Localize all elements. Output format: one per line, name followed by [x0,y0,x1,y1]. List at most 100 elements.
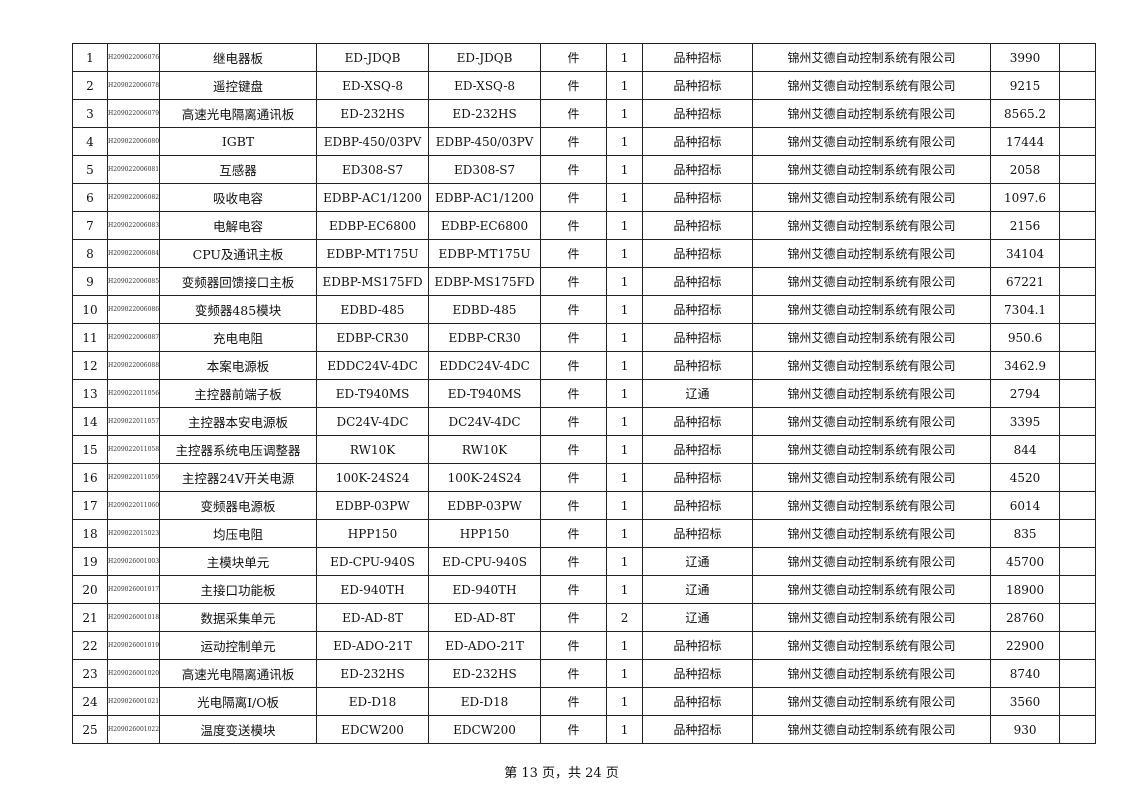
item-spec: EDBP-EC6800 [316,211,430,240]
table-row: 11 H209022006087 充电电阻 EDBP-CR30 EDBP-CR30 件 1 品… [72,323,1097,352]
supplier: 锦州艾德自动控制系统有限公司 [752,127,992,156]
item-code: H209026001021 [106,687,161,716]
table-row: 10 H209022006086 变频器485模块 EDBD-485 EDBD-485 件… [72,295,1097,324]
row-number: 2 [72,71,108,100]
item-unit: 件 [540,715,608,744]
item-price: 18900 [990,575,1061,604]
procurement-type: 品种招标 [642,463,754,492]
item-price: 9215 [990,71,1061,100]
item-quantity: 1 [606,435,644,464]
item-name: 均压电阻 [159,519,318,548]
item-quantity: 1 [606,547,644,576]
procurement-type: 品种招标 [642,267,754,296]
item-code: H209026001017 [106,575,161,604]
item-note [1059,351,1097,380]
item-note [1059,715,1097,744]
procurement-type: 品种招标 [642,323,754,352]
item-unit: 件 [540,351,608,380]
row-number: 9 [72,267,108,296]
table-row: 14 H209022011057 主控器本安电源板 DC24V-4DC DC24V-4D… [72,407,1097,436]
item-code: H209022006078 [106,71,161,100]
item-name: 运动控制单元 [159,631,318,660]
item-price: 835 [990,519,1061,548]
item-unit: 件 [540,687,608,716]
item-note [1059,211,1097,240]
item-price: 1097.6 [990,183,1061,212]
item-note [1059,631,1097,660]
item-price: 3462.9 [990,351,1061,380]
item-code: H209022011057 [106,407,161,436]
item-model: ED-CPU-940S [428,547,542,576]
item-quantity: 1 [606,659,644,688]
item-note [1059,71,1097,100]
item-unit: 件 [540,547,608,576]
item-model: ED-AD-8T [428,603,542,632]
item-unit: 件 [540,183,608,212]
item-spec: EDBP-AC1/1200 [316,183,430,212]
item-spec: EDBP-03PW [316,491,430,520]
item-price: 6014 [990,491,1061,520]
item-name: 温度变送模块 [159,715,318,744]
procurement-type: 品种招标 [642,351,754,380]
table-row: 2 H209022006078 遥控键盘 ED-XSQ-8 ED-XSQ-8 件 1 品种招标… [72,71,1097,100]
procurement-type: 品种招标 [642,71,754,100]
item-quantity: 1 [606,407,644,436]
item-quantity: 2 [606,603,644,632]
table-row: 8 H209022006084 CPU及通讯主板 EDBP-MT175U EDBP-MT… [72,239,1097,268]
table-row: 25 H209026001022 温度变送模块 EDCW200 EDCW200 件 1 品种招… [72,715,1097,744]
row-number: 1 [72,43,108,72]
item-model: ED-JDQB [428,43,542,72]
item-quantity: 1 [606,71,644,100]
procurement-type: 辽通 [642,603,754,632]
item-model: EDBP-AC1/1200 [428,183,542,212]
item-name: 变频器485模块 [159,295,318,324]
table-row: 16 H209022011059 主控器24V开关电源 100K-24S24 100K-… [72,463,1097,492]
row-number: 7 [72,211,108,240]
item-spec: EDBP-MT175U [316,239,430,268]
item-unit: 件 [540,379,608,408]
table-row: 9 H209022006085 变频器回馈接口主板 EDBP-MS175FD EDBP-… [72,267,1097,296]
item-unit: 件 [540,43,608,72]
item-model: DC24V-4DC [428,407,542,436]
item-note [1059,547,1097,576]
supplier: 锦州艾德自动控制系统有限公司 [752,239,992,268]
item-spec: ED-XSQ-8 [316,71,430,100]
item-price: 2156 [990,211,1061,240]
item-note [1059,183,1097,212]
item-note [1059,407,1097,436]
item-note [1059,603,1097,632]
item-spec: ED308-S7 [316,155,430,184]
table-row: 4 H209022006080 IGBT EDBP-450/03PV EDBP-450/… [72,127,1097,156]
item-unit: 件 [540,99,608,128]
item-spec: RW10K [316,435,430,464]
item-price: 67221 [990,267,1061,296]
item-model: EDBP-CR30 [428,323,542,352]
item-model: HPP150 [428,519,542,548]
supplier: 锦州艾德自动控制系统有限公司 [752,687,992,716]
item-model: ED-XSQ-8 [428,71,542,100]
item-quantity: 1 [606,211,644,240]
row-number: 3 [72,99,108,128]
item-unit: 件 [540,295,608,324]
item-model: ED308-S7 [428,155,542,184]
item-model: EDBP-450/03PV [428,127,542,156]
item-name: 主控器本安电源板 [159,407,318,436]
supplier: 锦州艾德自动控制系统有限公司 [752,491,992,520]
item-spec: EDBP-MS175FD [316,267,430,296]
item-model: RW10K [428,435,542,464]
item-code: H209022006086 [106,295,161,324]
item-note [1059,127,1097,156]
item-name: 主控器系统电压调整器 [159,435,318,464]
procurement-type: 品种招标 [642,127,754,156]
item-quantity: 1 [606,687,644,716]
row-number: 21 [72,603,108,632]
item-spec: ED-232HS [316,659,430,688]
supplier: 锦州艾德自动控制系统有限公司 [752,295,992,324]
procurement-type: 品种招标 [642,435,754,464]
item-note [1059,463,1097,492]
item-unit: 件 [540,407,608,436]
item-code: H209026001019 [106,631,161,660]
procurement-type: 品种招标 [642,687,754,716]
item-note [1059,323,1097,352]
item-name: IGBT [159,127,318,156]
